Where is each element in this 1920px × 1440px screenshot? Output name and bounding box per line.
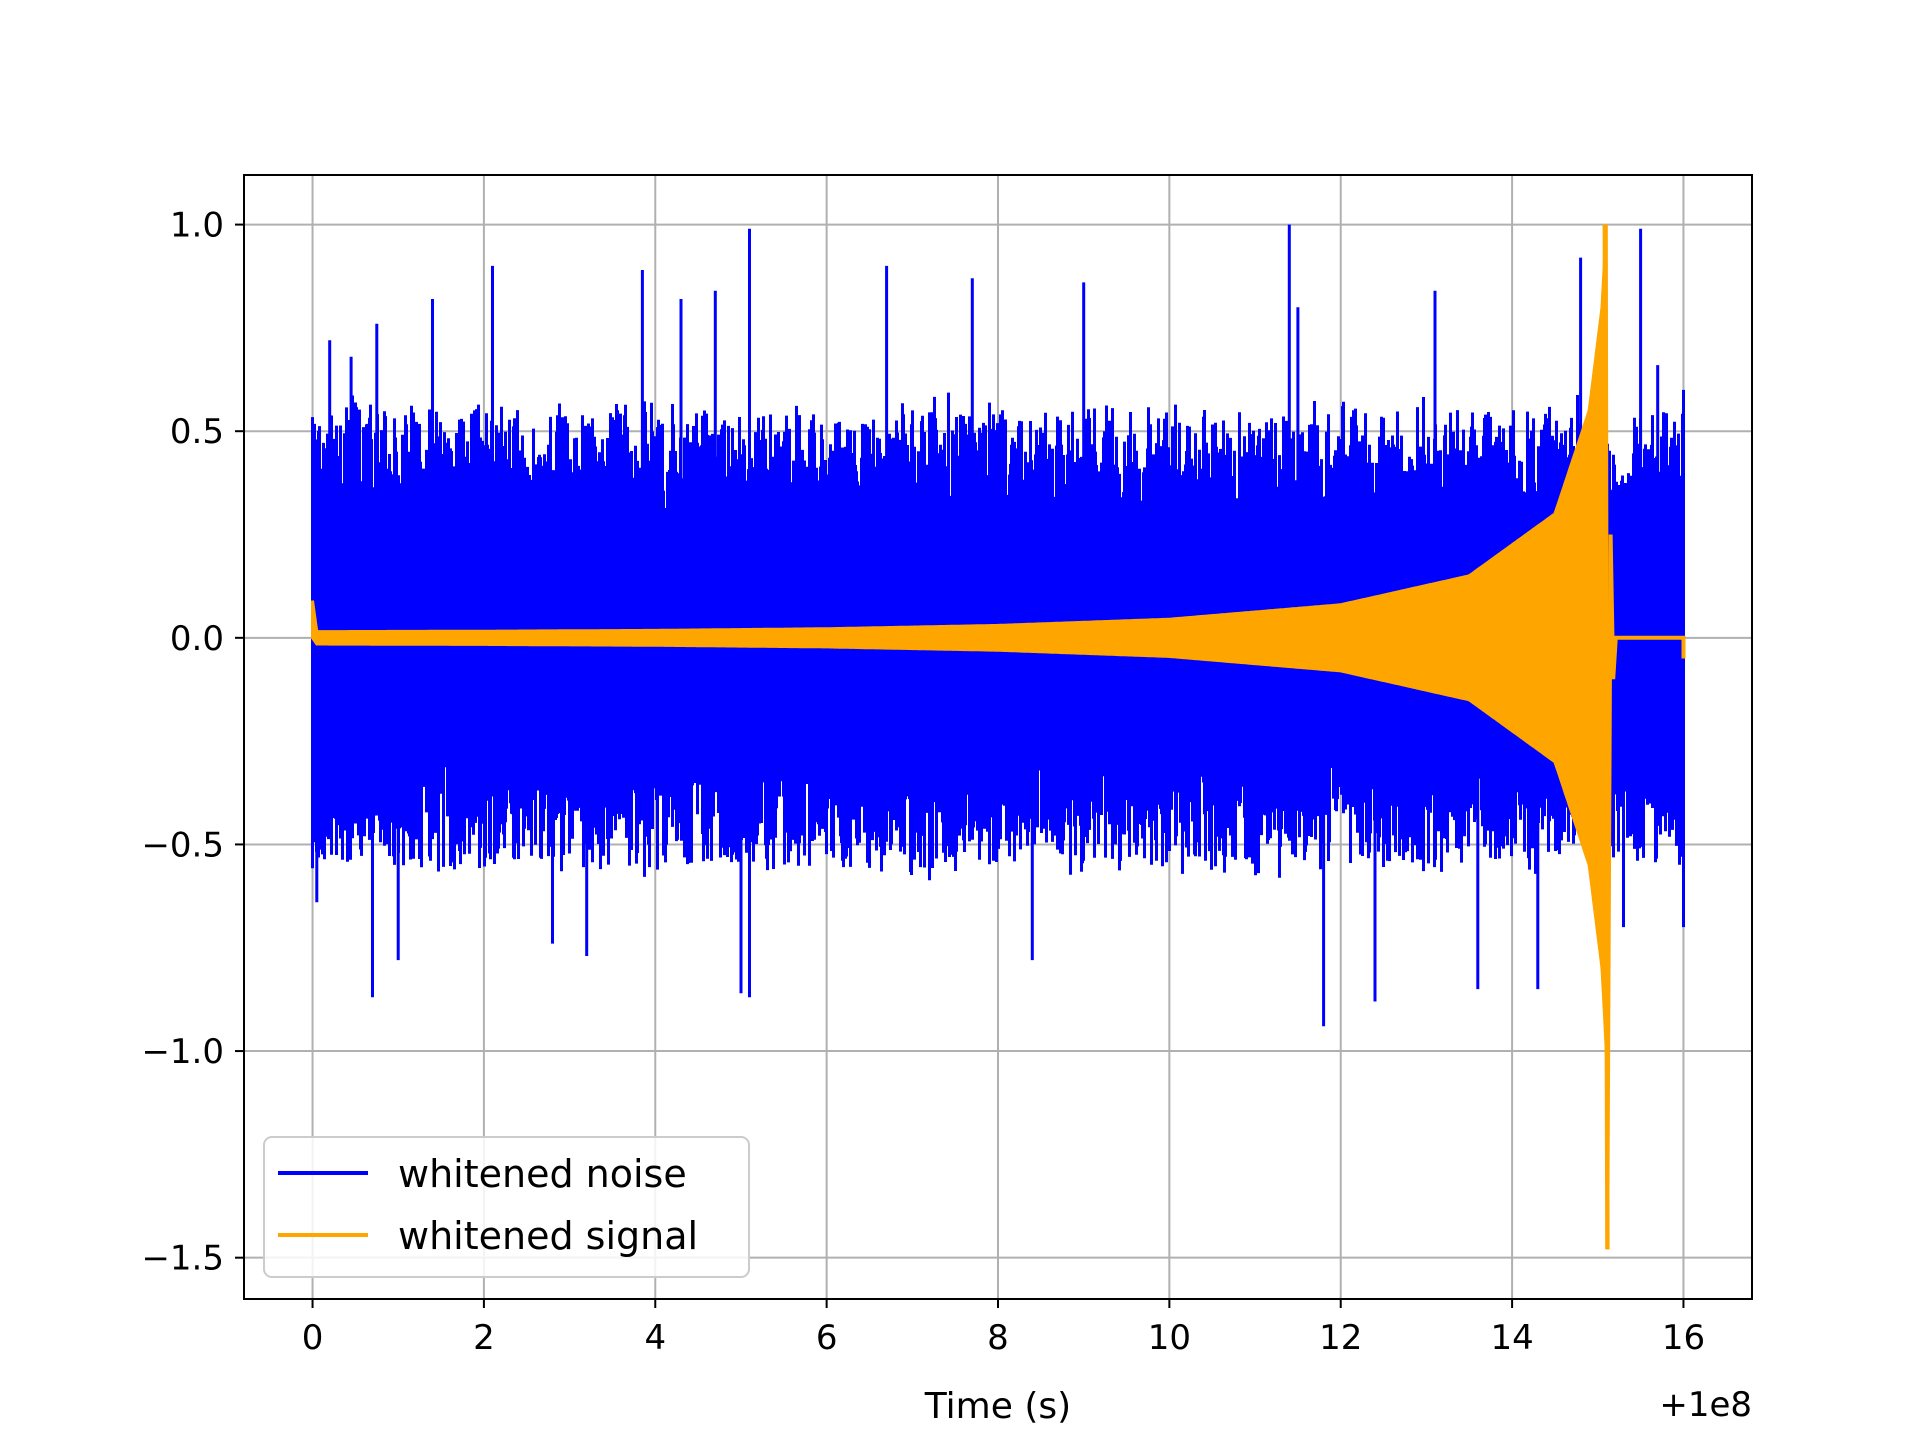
y-tick-label-5: 1.0 [170, 206, 224, 246]
legend-label-signal: whitened signal [398, 1214, 698, 1258]
legend-box [263, 1136, 750, 1278]
series-layer [311, 224, 1686, 1250]
y-tick-label-2: −0.5 [141, 825, 224, 865]
x-tick-label-4: 8 [987, 1318, 1009, 1358]
x-tick-label-6: 12 [1319, 1318, 1362, 1358]
x-axis-label: Time (s) [924, 1386, 1071, 1427]
x-tick-label-1: 2 [473, 1318, 495, 1358]
legend: whitened noise whitened signal [263, 1136, 750, 1278]
legend-label-noise: whitened noise [398, 1152, 687, 1196]
x-tick-label-0: 0 [302, 1318, 324, 1358]
y-tick-label-4: 0.5 [170, 412, 224, 452]
x-offset-label: +1e8 [1659, 1385, 1752, 1425]
y-tick-label-0: −1.5 [141, 1239, 224, 1279]
x-tick-label-8: 16 [1662, 1318, 1705, 1358]
y-tick-label-1: −1.0 [141, 1032, 224, 1072]
x-tick-label-7: 14 [1490, 1318, 1533, 1358]
y-tick-label-3: 0.0 [170, 619, 224, 659]
ticks: 0 2 4 6 8 10 12 14 16 −1.5 −1.0 −0.5 0.0 0.5 1.0 [141, 206, 1705, 1358]
series-whitened-signal-ringdown [1602, 224, 1686, 1250]
x-tick-label-5: 10 [1148, 1318, 1191, 1358]
x-tick-label-3: 6 [816, 1318, 838, 1358]
x-tick-label-2: 4 [644, 1318, 666, 1358]
